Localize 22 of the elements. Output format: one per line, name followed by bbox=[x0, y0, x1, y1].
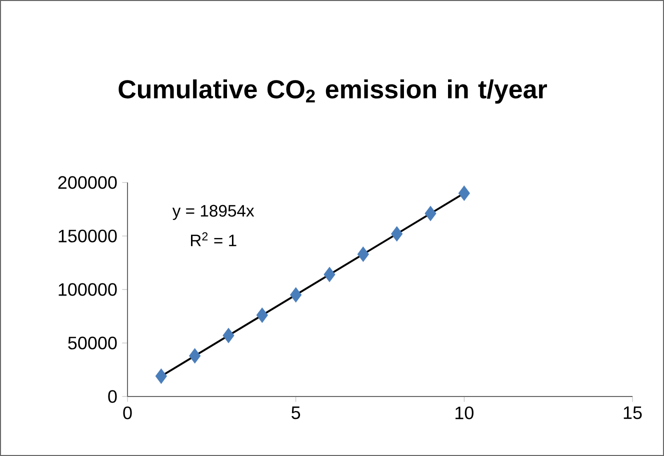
x-tick-label: 5 bbox=[292, 406, 300, 420]
x-tick-label: 10 bbox=[456, 406, 474, 420]
y-tick-label: 0 bbox=[108, 390, 117, 403]
y-tick-label: 200000 bbox=[58, 176, 117, 189]
x-tick-label: 15 bbox=[624, 406, 642, 420]
chart-title: Cumulative CO$_{2}$ emission in t/year bbox=[118, 79, 547, 104]
point bbox=[424, 206, 436, 222]
annotation: y = 18954x bbox=[172, 204, 254, 220]
point bbox=[189, 348, 201, 364]
annotation: R$^{2}$ = 1 bbox=[191, 232, 236, 246]
point bbox=[324, 266, 336, 282]
point bbox=[155, 368, 167, 384]
point bbox=[222, 328, 234, 344]
point bbox=[290, 287, 302, 302]
y-tick-label: 150000 bbox=[58, 230, 117, 242]
point bbox=[391, 226, 403, 242]
point bbox=[256, 308, 268, 323]
y-tick-label: 50000 bbox=[68, 336, 117, 350]
point bbox=[458, 186, 470, 201]
point bbox=[357, 246, 369, 262]
y-tick-label: 100000 bbox=[58, 283, 117, 296]
x-tick-label: 0 bbox=[123, 406, 132, 420]
